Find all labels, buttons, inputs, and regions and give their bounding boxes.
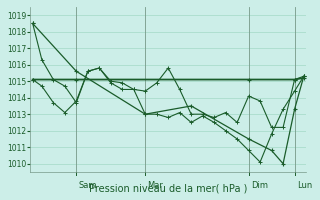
X-axis label: Pression niveau de la mer( hPa ): Pression niveau de la mer( hPa )	[89, 183, 247, 193]
Text: Lun: Lun	[297, 181, 312, 190]
Text: Mar: Mar	[148, 181, 164, 190]
Text: Dim: Dim	[251, 181, 268, 190]
Text: Sam: Sam	[79, 181, 97, 190]
